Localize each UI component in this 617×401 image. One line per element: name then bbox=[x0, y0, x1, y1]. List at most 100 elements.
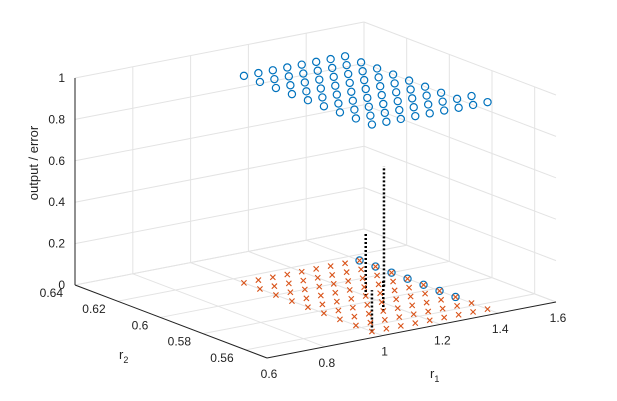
error-point-stroke bbox=[285, 280, 292, 287]
output-point bbox=[451, 292, 460, 302]
error-point-stroke bbox=[332, 289, 339, 296]
error-point bbox=[303, 295, 310, 302]
error-point bbox=[272, 292, 279, 299]
error-point bbox=[438, 296, 445, 303]
error-point bbox=[288, 298, 295, 305]
output-point bbox=[379, 99, 388, 109]
error-point-stroke bbox=[390, 278, 397, 285]
z-tick-label: 1 bbox=[58, 71, 65, 85]
floor-gridline-x bbox=[306, 239, 499, 314]
output-point bbox=[396, 114, 406, 124]
output-point bbox=[435, 286, 444, 296]
error-point-stroke bbox=[420, 281, 427, 288]
output-point bbox=[284, 72, 294, 81]
output-point bbox=[390, 79, 399, 88]
error-point bbox=[287, 289, 294, 296]
error-point bbox=[468, 300, 475, 307]
error-point bbox=[420, 281, 427, 288]
error-point bbox=[404, 275, 411, 282]
error-point bbox=[380, 307, 387, 314]
output-point bbox=[467, 91, 476, 101]
output-point bbox=[391, 88, 401, 97]
error-point-stroke bbox=[358, 266, 365, 273]
error-point-stroke bbox=[256, 285, 263, 292]
z-tick-label: 0.2 bbox=[48, 237, 65, 251]
error-point-stroke bbox=[351, 313, 358, 320]
output-point bbox=[419, 280, 428, 290]
right-wall-gridline-z bbox=[363, 21, 557, 96]
error-point bbox=[298, 268, 305, 275]
error-point-stroke bbox=[343, 269, 350, 276]
error-point-stroke bbox=[284, 271, 291, 278]
output-point bbox=[300, 78, 310, 87]
error-point bbox=[351, 313, 358, 320]
output-point bbox=[454, 103, 463, 112]
z-tick-label: 0.8 bbox=[48, 112, 65, 126]
error-point bbox=[383, 325, 390, 332]
error-point-stroke bbox=[396, 314, 403, 321]
output-point bbox=[403, 274, 412, 283]
output-point bbox=[382, 117, 391, 126]
output-point bbox=[393, 96, 402, 106]
output-point bbox=[367, 120, 377, 129]
error-point bbox=[284, 271, 291, 278]
error-point bbox=[422, 290, 429, 297]
output-point bbox=[407, 94, 417, 103]
output-point bbox=[271, 83, 281, 93]
output-point bbox=[361, 84, 370, 94]
output-point bbox=[351, 114, 361, 123]
error-point bbox=[412, 320, 419, 327]
error-point-stroke bbox=[372, 263, 379, 270]
right-wall-gridline-z bbox=[363, 187, 557, 262]
output-point bbox=[286, 81, 295, 90]
error-point-stroke bbox=[356, 257, 363, 264]
error-point-stroke bbox=[313, 265, 320, 272]
floor-gridline-x bbox=[248, 250, 441, 325]
output-point bbox=[388, 70, 398, 79]
error-point bbox=[393, 296, 400, 303]
error-point-stroke bbox=[365, 310, 372, 317]
error-point bbox=[304, 304, 311, 311]
error-point-stroke bbox=[240, 279, 247, 286]
error-point-stroke bbox=[342, 260, 349, 267]
error-point bbox=[362, 293, 369, 300]
error-point-stroke bbox=[367, 319, 374, 326]
x-tick-label: 1.4 bbox=[492, 322, 509, 336]
error-point-stroke bbox=[391, 287, 398, 294]
output-point bbox=[315, 75, 324, 84]
output-point bbox=[334, 99, 343, 108]
x-tick-label: 1.2 bbox=[434, 333, 451, 347]
error-point-stroke bbox=[288, 298, 295, 305]
error-point-stroke bbox=[380, 307, 387, 314]
error-point bbox=[313, 265, 320, 272]
output-point bbox=[313, 66, 322, 75]
error-point-stroke bbox=[303, 295, 310, 302]
x-axis-label-main: r bbox=[430, 366, 435, 381]
error-point-stroke bbox=[327, 263, 334, 270]
error-point-stroke bbox=[470, 308, 477, 315]
error-point-stroke bbox=[272, 292, 279, 299]
error-point bbox=[426, 317, 433, 324]
grid bbox=[74, 21, 557, 359]
x-tick-label: 1 bbox=[381, 345, 388, 359]
error-point-stroke bbox=[329, 271, 336, 278]
output-point bbox=[420, 82, 430, 91]
output-point bbox=[327, 63, 337, 73]
error-point-stroke bbox=[452, 293, 459, 300]
error-point-stroke bbox=[377, 290, 384, 297]
error-point-stroke bbox=[484, 306, 491, 313]
error-point bbox=[381, 316, 388, 323]
x-tick-label: 0.8 bbox=[318, 356, 335, 370]
output-point bbox=[364, 102, 374, 111]
error-point-stroke bbox=[352, 322, 359, 329]
error-point-stroke bbox=[362, 293, 369, 300]
output-point bbox=[343, 69, 353, 79]
x-axis-label-sub: 1 bbox=[434, 374, 439, 384]
z-axis-label: output / error bbox=[26, 125, 41, 200]
output-point bbox=[350, 105, 359, 114]
error-point-stroke bbox=[320, 310, 327, 317]
error-point bbox=[349, 304, 356, 311]
right-wall-gridline-z bbox=[363, 145, 557, 220]
error-point-stroke bbox=[368, 328, 375, 335]
